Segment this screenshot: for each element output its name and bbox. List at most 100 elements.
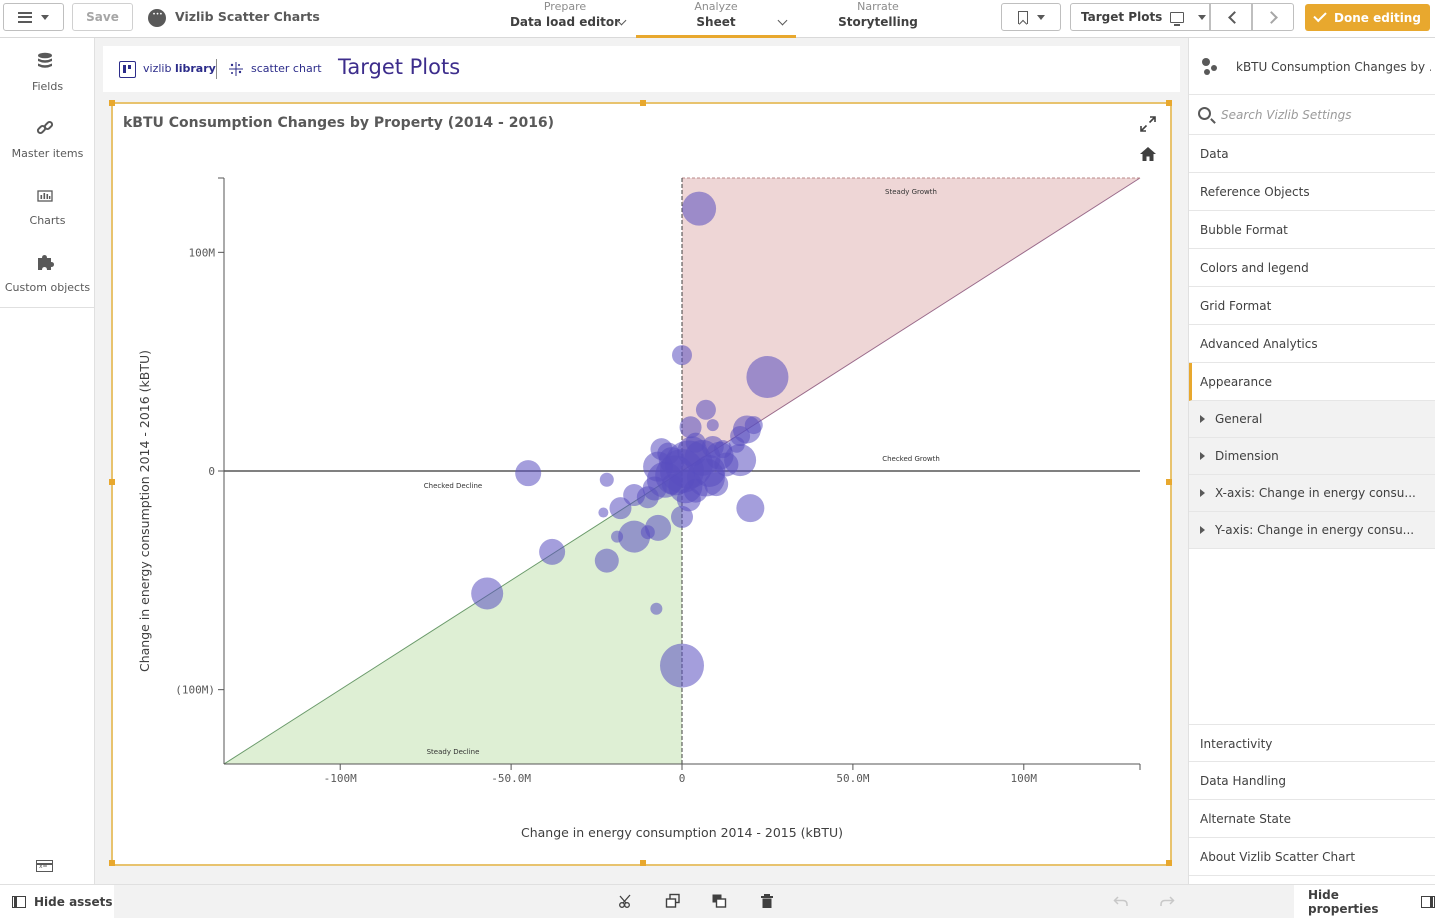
done-editing-label: Done editing bbox=[1334, 10, 1421, 25]
asset-charts-label: Charts bbox=[29, 214, 66, 227]
resize-handle[interactable] bbox=[109, 479, 115, 485]
expand-arrow-icon bbox=[1200, 415, 1205, 423]
data-point bbox=[642, 476, 667, 501]
data-point bbox=[515, 460, 542, 487]
sheets-button[interactable]: Target Plots bbox=[1070, 3, 1210, 31]
tab-prepare[interactable]: Prepare Data load editor bbox=[496, 0, 634, 38]
tab-analyze-label: Sheet bbox=[696, 15, 736, 29]
section-reference-objects[interactable]: Reference Objects bbox=[1189, 173, 1435, 211]
resize-handle[interactable] bbox=[1166, 860, 1172, 866]
resize-handle[interactable] bbox=[640, 860, 646, 866]
vizlib-logo-icon bbox=[119, 61, 136, 78]
bar-chart-icon bbox=[37, 190, 53, 202]
paste-icon[interactable] bbox=[711, 893, 727, 909]
resize-handle[interactable] bbox=[109, 860, 115, 866]
tab-analyze-caption: Analyze bbox=[694, 0, 738, 13]
section-about[interactable]: About Vizlib Scatter Chart bbox=[1189, 838, 1435, 876]
section-bubble-format[interactable]: Bubble Format bbox=[1189, 211, 1435, 249]
global-menu-button[interactable] bbox=[3, 3, 64, 31]
cut-icon[interactable] bbox=[618, 893, 634, 909]
hide-properties-label: Hide properties bbox=[1308, 887, 1379, 916]
done-editing-button[interactable]: Done editing bbox=[1305, 4, 1430, 31]
sheet-name: Target Plots bbox=[1081, 10, 1163, 24]
section-alternate-state[interactable]: Alternate State bbox=[1189, 800, 1435, 838]
section-advanced-analytics[interactable]: Advanced Analytics bbox=[1189, 325, 1435, 363]
subsection-dimension-label: Dimension bbox=[1215, 449, 1279, 463]
title-separator bbox=[216, 59, 217, 79]
expand-arrow-icon bbox=[1200, 526, 1205, 534]
y-tick-label: 0 bbox=[208, 465, 215, 478]
subsection-general-label: General bbox=[1215, 412, 1263, 426]
subsection-dimension[interactable]: Dimension bbox=[1189, 438, 1435, 475]
tab-narrate-label: Storytelling bbox=[838, 15, 918, 29]
expand-icon[interactable] bbox=[1139, 115, 1157, 133]
hide-assets-button[interactable]: Hide assets bbox=[0, 885, 114, 918]
data-point bbox=[657, 442, 680, 465]
x-tick-label: 100M bbox=[1011, 772, 1038, 785]
data-point bbox=[594, 548, 619, 573]
database-icon bbox=[38, 52, 52, 68]
resize-handle[interactable] bbox=[1166, 479, 1172, 485]
scatter-plot[interactable]: -100M -50.0M 0 50.0M 100M 100M 0 (100M) Steady G… bbox=[113, 104, 1170, 864]
x-axis-title: Change in energy consumption 2014 - 2015… bbox=[521, 825, 843, 840]
subsection-y-axis[interactable]: Y-axis: Change in energy consu... bbox=[1189, 512, 1435, 549]
section-data[interactable]: Data bbox=[1189, 135, 1435, 173]
chevron-right-icon bbox=[1265, 11, 1278, 24]
app-icon bbox=[148, 9, 166, 27]
section-data-handling[interactable]: Data Handling bbox=[1189, 762, 1435, 800]
copy-icon[interactable] bbox=[665, 893, 681, 909]
scatter-chart-object[interactable]: kBTU Consumption Changes by Property (20… bbox=[109, 100, 1172, 866]
asset-charts[interactable]: Charts bbox=[0, 172, 95, 239]
section-grid-format[interactable]: Grid Format bbox=[1189, 287, 1435, 325]
data-point bbox=[728, 436, 745, 453]
reference-line-decline bbox=[223, 470, 683, 765]
resize-handle[interactable] bbox=[1166, 100, 1172, 106]
x-tick-label: -50.0M bbox=[491, 772, 531, 785]
caret-down-icon bbox=[1198, 14, 1207, 20]
resize-handle[interactable] bbox=[109, 100, 115, 106]
variables-icon[interactable] bbox=[36, 860, 53, 872]
monitor-icon bbox=[1170, 11, 1185, 26]
asset-master-items[interactable]: Master items bbox=[0, 105, 95, 172]
assets-panel: Fields Master items Charts Custom object… bbox=[0, 38, 95, 884]
save-button[interactable]: Save bbox=[72, 3, 133, 31]
section-appearance[interactable]: Appearance bbox=[1189, 363, 1435, 401]
data-point bbox=[746, 355, 789, 398]
home-icon[interactable] bbox=[1139, 145, 1157, 163]
vizlib-brand-bold: library bbox=[174, 62, 216, 75]
section-colors-and-legend[interactable]: Colors and legend bbox=[1189, 249, 1435, 287]
asset-fields[interactable]: Fields bbox=[0, 38, 95, 105]
subsection-x-axis[interactable]: X-axis: Change in energy consu... bbox=[1189, 475, 1435, 512]
asset-fields-label: Fields bbox=[31, 80, 64, 93]
settings-search-input[interactable] bbox=[1221, 106, 1421, 124]
subsection-y-axis-label: Y-axis: Change in energy consu... bbox=[1215, 523, 1415, 537]
caret-down-icon bbox=[1036, 14, 1045, 20]
asset-master-items-label: Master items bbox=[11, 147, 84, 160]
data-point bbox=[598, 507, 609, 518]
next-sheet-button[interactable] bbox=[1252, 3, 1294, 31]
y-axis-title: Change in energy consumption 2014 - 2016… bbox=[137, 350, 152, 672]
data-point bbox=[599, 472, 614, 487]
bookmarks-button[interactable] bbox=[1001, 3, 1061, 31]
section-interactivity[interactable]: Interactivity bbox=[1189, 724, 1435, 762]
bottom-toolbar: Hide assets Hide properties bbox=[0, 884, 1435, 918]
asset-custom-objects[interactable]: Custom objects bbox=[0, 239, 95, 306]
redo-icon[interactable] bbox=[1159, 893, 1175, 909]
data-point bbox=[672, 345, 692, 366]
bookmark-icon bbox=[1017, 10, 1028, 24]
data-point bbox=[471, 577, 504, 610]
asset-custom-objects-label: Custom objects bbox=[4, 281, 91, 294]
subsection-general[interactable]: General bbox=[1189, 401, 1435, 438]
tab-narrate[interactable]: Narrate Storytelling bbox=[800, 0, 956, 38]
hide-properties-button[interactable]: Hide properties bbox=[1294, 885, 1435, 918]
resize-handle[interactable] bbox=[640, 100, 646, 106]
vizlib-library-label: vizlib library bbox=[143, 62, 216, 75]
panel-left-icon bbox=[12, 895, 26, 908]
top-toolbar: Save Vizlib Scatter Charts Prepare Data … bbox=[0, 0, 1435, 38]
chevron-left-icon bbox=[1228, 11, 1241, 24]
tab-narrate-caption: Narrate bbox=[857, 0, 899, 13]
undo-icon[interactable] bbox=[1113, 893, 1129, 909]
tab-analyze[interactable]: Analyze Sheet bbox=[636, 0, 796, 38]
delete-icon[interactable] bbox=[759, 893, 775, 909]
previous-sheet-button[interactable] bbox=[1210, 3, 1252, 31]
